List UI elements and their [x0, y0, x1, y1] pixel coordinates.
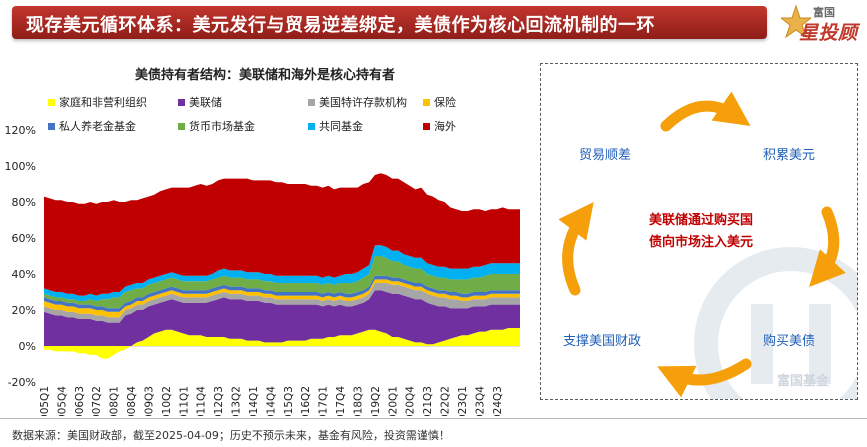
series-area-美国特许存款机构 [44, 283, 520, 323]
y-tick-label: -20% [8, 376, 36, 389]
y-tick-label: 120% [5, 124, 36, 137]
y-tick-label: 20% [12, 304, 36, 317]
series-area-私人养老金基金 [44, 275, 520, 312]
x-tick-label: 2019Q2 [370, 386, 382, 416]
x-tick-label: 2005Q1 [39, 386, 51, 416]
x-tick-label: 2006Q3 [74, 386, 86, 416]
title-banner: 现存美元循环体系：美元发行与贸易逆差绑定，美债作为核心回流机制的一环 [12, 6, 767, 39]
series-area-美联储 [44, 290, 520, 346]
legend-label: 美国特许存款机构 [319, 96, 407, 109]
x-tick-label: 2022Q2 [440, 386, 452, 416]
x-tick-label: 2017Q4 [335, 386, 347, 416]
chart-canvas: -20% 0% 20% 40% 60% 80% 100% 120% 2005Q1 2005Q4 20… [5, 124, 520, 416]
x-tick-label: 2023Q4 [474, 386, 486, 416]
label-buy-treasuries: 购买美债 [763, 334, 816, 349]
page-title: 现存美元循环体系：美元发行与贸易逆差绑定，美债作为核心回流机制的一环 [26, 15, 655, 36]
center-note-line2: 债向市场注入美元 [648, 235, 753, 250]
legend-item: 家庭和非营利组织 [48, 94, 147, 110]
footer: 数据来源：美国财政部，截至2025-04-09；历史不预示未来，基金有风险，投资… [0, 418, 867, 447]
x-tick-label: 2011Q1 [178, 386, 190, 416]
x-tick-label: 2014Q4 [265, 386, 277, 416]
y-tick-label: 40% [12, 268, 36, 281]
cycle-arrows [558, 91, 846, 398]
data-source-note: 数据来源：美国财政部，截至2025-04-09；历史不预示未来，基金有风险，投资… [12, 429, 450, 442]
legend-item: 保险 [423, 94, 456, 110]
legend-item: 货币市场基金 [178, 118, 255, 134]
y-tick-label: 100% [5, 160, 36, 173]
x-tick-label: 2014Q1 [248, 386, 260, 416]
center-note: 美联储通过购买国 债向市场注入美元 [621, 210, 781, 254]
series-area-共同基金 [44, 245, 520, 301]
series-area-海外 [44, 173, 520, 296]
legend-swatch [178, 122, 185, 130]
watermark-text: 富国基金 [777, 374, 830, 389]
star-logo-icon [781, 4, 811, 39]
holder-structure-chart: -20% 0% 20% 40% 60% 80% 100% 120% 2005Q1 2005Q4 20… [0, 50, 535, 416]
arrow-left [558, 202, 594, 296]
x-tick-label: 2024Q3 [492, 386, 504, 416]
chart-title: 美债持有者结构：美联储和海外是核心持有者 [134, 68, 395, 83]
logo-text-main: 星投顾 [799, 22, 858, 44]
x-tick-label: 2009Q3 [143, 386, 155, 416]
arrow-bottom [657, 358, 752, 398]
legend-label: 美联储 [189, 96, 222, 109]
legend-item: 私人养老金基金 [48, 118, 136, 134]
legend-label: 海外 [434, 120, 456, 133]
brand-logo: 富国 星投顾 [775, 2, 863, 44]
x-tick-label: 2012Q3 [213, 386, 225, 416]
center-note-line1: 美联储通过购买国 [648, 213, 753, 228]
label-trade-deficit: 贸易顺差 [579, 148, 632, 163]
legend-swatch [178, 98, 185, 106]
legend-swatch [48, 122, 55, 130]
dollar-cycle-diagram: 富国基金 贸易顺差 积累美元 美联储通过购买国 债向市场注入美元 支撑美国财政 … [540, 63, 858, 400]
legend-item: 海外 [423, 118, 456, 134]
series-area-货币市场基金 [44, 256, 520, 309]
y-tick-label: 0% [19, 340, 36, 353]
legend-item: 共同基金 [308, 118, 363, 134]
x-tick-label: 2008Q1 [109, 386, 121, 416]
x-tick-label: 2013Q2 [231, 386, 243, 416]
logo-text-top: 富国 [813, 6, 835, 19]
watermark-logo-icon [694, 247, 857, 399]
x-tick-label: 2017Q1 [318, 386, 330, 416]
y-tick-label: 80% [12, 196, 36, 209]
legend-swatch [423, 98, 430, 106]
x-tick-label: 2008Q4 [126, 386, 138, 416]
header: 现存美元循环体系：美元发行与贸易逆差绑定，美债作为核心回流机制的一环 富国 星投… [0, 0, 867, 46]
x-tick-label: 2023Q1 [457, 386, 469, 416]
legend-item: 美联储 [178, 94, 222, 110]
legend-swatch [48, 98, 55, 106]
x-tick-label: 2010Q2 [161, 386, 173, 416]
legend-label: 家庭和非营利组织 [59, 96, 147, 109]
series-area-家庭和非营利组织 [44, 328, 520, 359]
x-tick-label: 2021Q3 [422, 386, 434, 416]
legend-label: 货币市场基金 [189, 120, 255, 133]
legend-label: 私人养老金基金 [59, 120, 136, 133]
x-tick-label: 2020Q1 [387, 386, 399, 416]
arrow-top [660, 91, 751, 132]
legend-swatch [308, 122, 315, 130]
legend-swatch [423, 122, 430, 130]
label-accumulate-usd: 积累美元 [763, 148, 816, 163]
x-tick-label: 2016Q2 [300, 386, 312, 416]
legend-swatch [308, 98, 315, 106]
x-tick-label: 2018Q3 [352, 386, 364, 416]
x-tick-label: 2020Q4 [405, 386, 417, 416]
legend-label: 保险 [434, 96, 456, 109]
series-area-保险 [44, 279, 520, 318]
x-tick-label: 2007Q2 [91, 386, 103, 416]
x-tick-label: 2005Q4 [56, 386, 68, 416]
x-tick-label: 2011Q4 [196, 386, 208, 416]
x-tick-label: 2015Q3 [283, 386, 295, 416]
y-tick-label: 60% [12, 232, 36, 245]
legend-item: 美国特许存款机构 [308, 94, 407, 110]
label-support-finance: 支撑美国财政 [563, 334, 642, 349]
arrow-right [809, 206, 846, 287]
legend-label: 共同基金 [319, 120, 363, 133]
